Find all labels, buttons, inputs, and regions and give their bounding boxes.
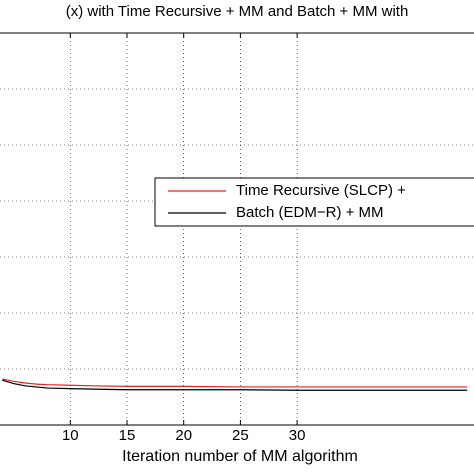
x-tick-label: 20 [175,427,192,444]
line-series [2,378,468,388]
legend-label: Time Recursive (SLCP) + [236,182,406,199]
legend-label: Batch (EDM−R) + MM [236,204,384,221]
x-tick-label: 15 [119,427,136,444]
legend [154,177,474,227]
line-series [2,379,468,391]
chart-title: (x) with Time Recursive + MM and Batch +… [66,3,409,20]
x-tick-label: 10 [62,427,79,444]
x-axis-label: Iteration number of MM algorithm [122,448,358,465]
plot-area [0,32,474,426]
x-tick-label: 25 [232,427,249,444]
x-tick-label: 30 [289,427,306,444]
